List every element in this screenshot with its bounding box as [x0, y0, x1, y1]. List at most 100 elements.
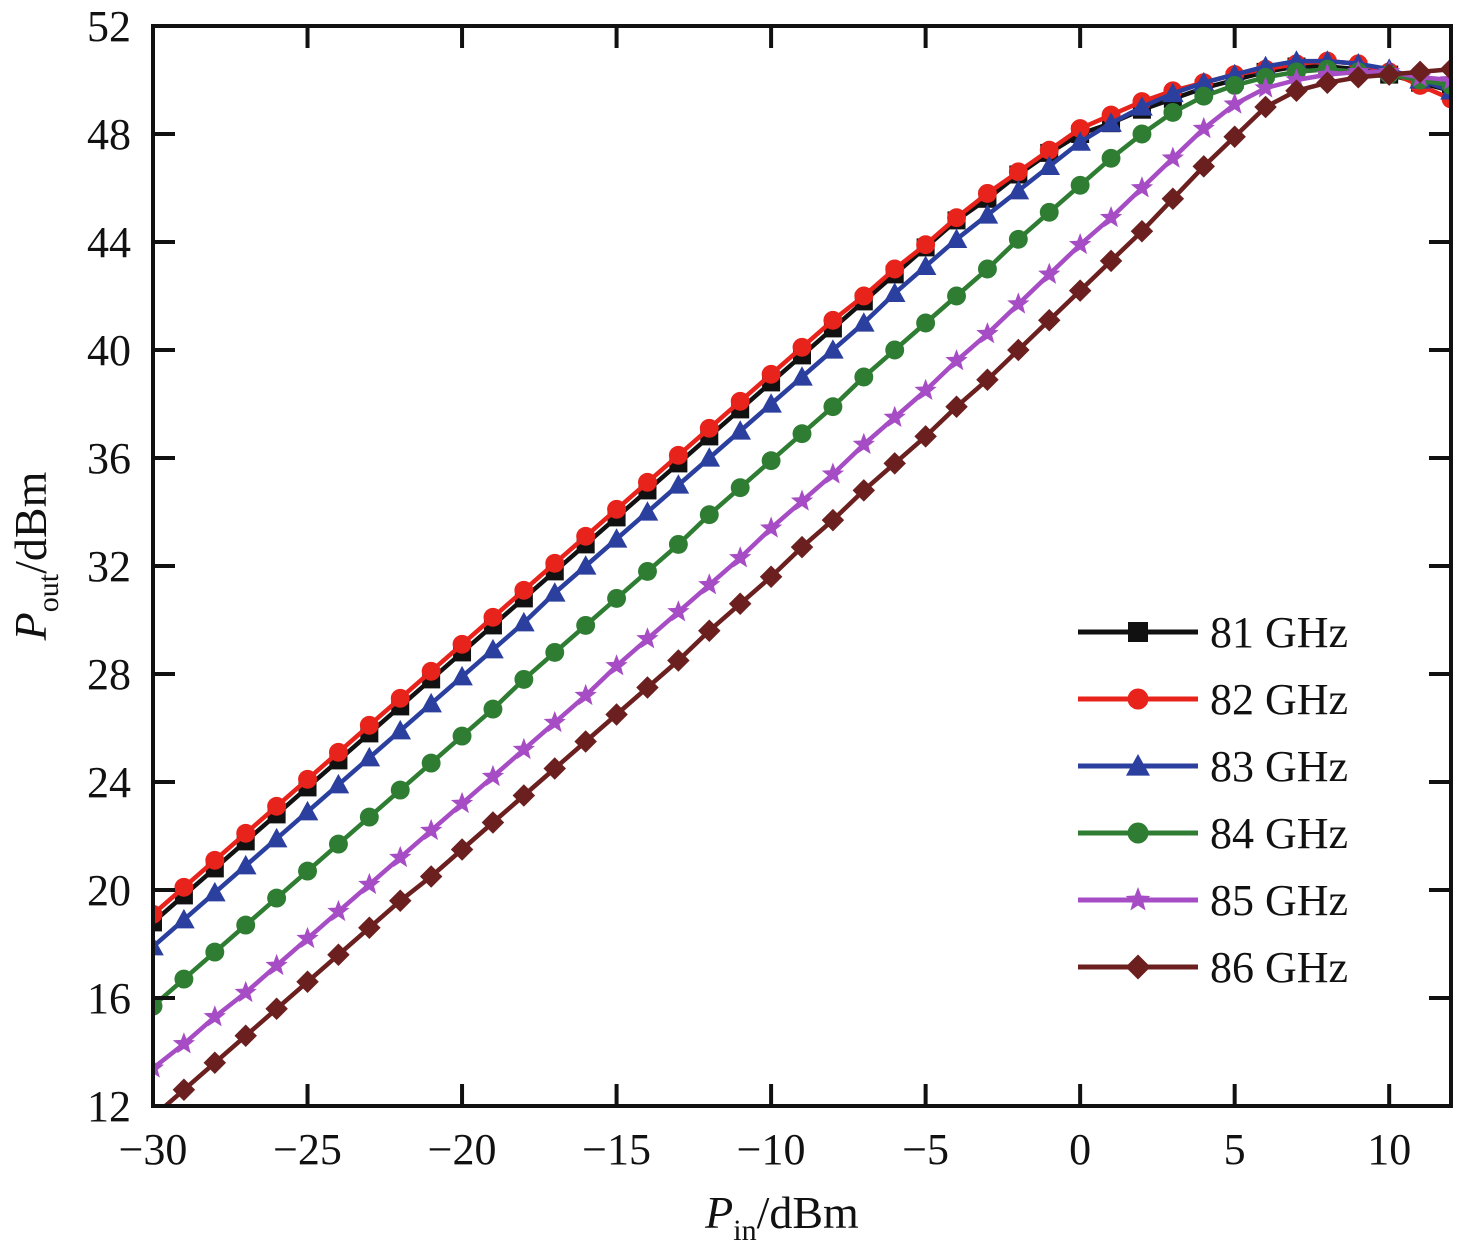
y-tick-label: 36: [87, 434, 131, 483]
y-tick-label: 24: [87, 758, 131, 807]
data-point: [574, 555, 597, 575]
data-point: [236, 823, 256, 843]
data-point: [483, 699, 503, 719]
data-point: [916, 235, 936, 255]
data-point: [821, 508, 845, 532]
x-axis-title-unit: /dBm: [757, 1187, 859, 1238]
data-point: [296, 970, 319, 994]
data-point: [173, 908, 195, 929]
data-point: [1194, 86, 1214, 106]
data-point: [421, 661, 441, 681]
data-point: [1038, 155, 1061, 176]
data-point: [174, 877, 194, 897]
data-point: [1223, 125, 1246, 148]
data-point: [1192, 71, 1215, 92]
data-point: [1037, 309, 1061, 332]
data-point: [947, 208, 966, 228]
legend-label: 82 GHz: [1210, 675, 1348, 724]
data-point: [914, 378, 937, 400]
data-point: [574, 730, 597, 753]
legend-marker: [1127, 822, 1149, 844]
data-point: [450, 791, 474, 814]
legend-item: 86 GHz: [1078, 943, 1348, 992]
data-point: [854, 367, 874, 387]
y-axis-title-unit: /dBm: [5, 471, 56, 573]
data-point: [1070, 119, 1090, 139]
data-point: [359, 807, 379, 827]
data-point: [667, 649, 690, 672]
data-point: [205, 850, 225, 870]
data-point: [1070, 175, 1090, 195]
data-point: [234, 1024, 257, 1048]
data-point: [203, 1051, 227, 1075]
data-point: [791, 366, 813, 386]
data-point: [638, 472, 657, 492]
data-point: [730, 391, 750, 411]
data-point: [976, 322, 999, 344]
y-axis-title: Pout/dBm: [5, 471, 65, 641]
data-point: [945, 349, 968, 371]
legend-label: 86 GHz: [1210, 943, 1348, 992]
data-point: [358, 746, 381, 767]
data-point: [298, 769, 317, 789]
data-point: [668, 445, 688, 465]
y-axis-title-sub: out: [32, 573, 65, 612]
y-tick-label: 32: [87, 542, 131, 591]
data-point: [1008, 229, 1028, 249]
y-tick-label: 44: [87, 218, 131, 267]
data-point: [605, 654, 628, 676]
data-point: [914, 425, 937, 448]
legend-item: 82 GHz: [1078, 675, 1348, 724]
data-point: [390, 688, 410, 708]
data-point: [419, 865, 443, 888]
data-point: [759, 565, 783, 589]
data-point: [358, 872, 381, 895]
data-point: [1254, 95, 1277, 119]
data-point: [174, 969, 194, 989]
data-point: [605, 528, 628, 548]
legend-item: 83 GHz: [1078, 742, 1348, 791]
legend-label: 84 GHz: [1210, 809, 1348, 858]
data-point: [296, 926, 319, 949]
data-point: [265, 953, 288, 976]
x-axis-title-main: P: [704, 1187, 733, 1238]
data-point: [698, 573, 721, 595]
data-point: [1099, 249, 1123, 273]
data-point: [854, 286, 874, 306]
data-point: [883, 452, 906, 475]
data-point: [668, 534, 688, 554]
data-point: [234, 980, 257, 1003]
data-point: [638, 561, 657, 581]
y-tick-label: 48: [87, 110, 131, 159]
data-point: [514, 669, 534, 689]
data-point: [977, 183, 997, 203]
data-point: [389, 845, 412, 868]
data-point: [852, 479, 876, 502]
data-point: [605, 703, 628, 726]
data-point: [1007, 292, 1030, 314]
data-point: [327, 773, 350, 794]
data-point: [1039, 202, 1059, 222]
data-point: [205, 942, 225, 962]
data-point: [1130, 176, 1154, 198]
data-point: [296, 800, 319, 821]
data-point: [1161, 187, 1185, 211]
ticks-layer: −30 −25 −20 −15 −10 −5 0 5 10 12 16 20 24 28 32 36 40 44 4…: [87, 2, 1451, 1174]
data-point: [790, 535, 814, 559]
data-point: [481, 764, 505, 787]
legend: 81 GHz 82 GHz 83 GHz 84 GHz 85 GHz 86 GHz: [1078, 608, 1348, 992]
legend-marker: [1127, 688, 1149, 710]
data-point: [977, 259, 997, 279]
data-point: [153, 1056, 165, 1078]
data-point: [1163, 102, 1183, 122]
data-point: [483, 607, 503, 627]
legend-marker: [1126, 754, 1150, 776]
data-point: [153, 904, 163, 924]
data-point: [636, 676, 659, 699]
data-point: [1069, 233, 1092, 255]
data-point: [823, 397, 843, 417]
data-point: [543, 710, 566, 733]
data-point: [543, 582, 566, 602]
data-point: [790, 489, 814, 511]
